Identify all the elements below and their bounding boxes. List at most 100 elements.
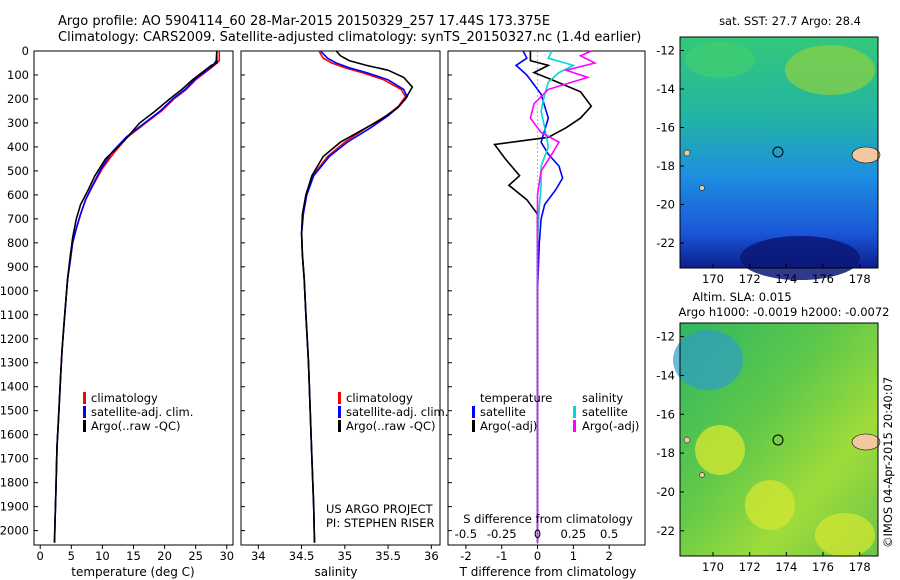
depth-tick-label: 200 — [7, 92, 29, 106]
x-tick-label: -1 — [496, 549, 507, 563]
lat-tick-label: -18 — [656, 159, 675, 173]
depth-tick-label: 1600 — [0, 428, 29, 442]
lat-tick-label: -16 — [656, 120, 675, 134]
depth-tick-label: 2000 — [0, 524, 29, 538]
sla-map-title-line-2: Argo h1000: -0.0019 h2000: -0.0072 — [679, 305, 890, 319]
x-tick-label: 1 — [570, 549, 577, 563]
island — [851, 146, 881, 164]
legend-label-climatology: climatology — [346, 391, 413, 405]
depth-tick-label: 1000 — [0, 284, 29, 298]
x-tick-label: 20 — [157, 549, 172, 563]
legend-label-t-argo: Argo(-adj) — [480, 419, 537, 433]
lon-tick-label: 170 — [702, 560, 724, 574]
argo-location-marker — [772, 434, 784, 446]
x-tick-label: 36 — [424, 549, 439, 563]
legend-swatch-satellite — [338, 406, 341, 418]
legend-label-s-satellite: satellite — [582, 405, 628, 419]
depth-tick-label: 1800 — [0, 476, 29, 490]
sst-map-axes: 170 172 174 176 178 -12 -14 -16 -18 -20 -22 — [656, 43, 870, 286]
x-tick-label: 34.5 — [289, 549, 315, 563]
difference-s-axis: -0.5 -0.25 0 0.25 0.5 — [455, 527, 619, 541]
series-line — [300, 50, 414, 543]
depth-tick-label: 500 — [7, 164, 29, 178]
sst-map-title: sat. SST: 27.7 Argo: 28.4 — [719, 14, 861, 28]
lat-tick-label: -14 — [656, 82, 675, 96]
project-annotation-line-1: US ARGO PROJECT — [326, 502, 434, 516]
x-tick-label: 30 — [219, 549, 234, 563]
argo-location-marker — [772, 146, 784, 158]
series-line — [529, 50, 598, 543]
s-tick-label: -0.5 — [455, 527, 477, 541]
sla-high-patch — [695, 425, 745, 475]
x-tick-label: 0 — [37, 549, 44, 563]
temperature-xlabel: temperature (deg C) — [71, 565, 194, 579]
depth-tick-label: 1100 — [0, 308, 29, 322]
lon-tick-label: 174 — [775, 560, 797, 574]
depth-tick-label: 100 — [7, 68, 29, 82]
lat-tick-label: -20 — [656, 485, 675, 499]
lon-tick-label: 170 — [702, 272, 724, 286]
temperature-series — [53, 50, 221, 543]
lon-tick-label: 174 — [775, 272, 797, 286]
sst-warm-patch — [685, 42, 755, 78]
island — [683, 436, 691, 444]
temperature-panel-frame — [33, 50, 234, 546]
legend-label-satellite: satellite-adj. clim. — [346, 405, 448, 419]
lon-tick-label: 176 — [812, 272, 834, 286]
difference-top-xlabel: S difference from climatology — [463, 512, 633, 526]
s-tick-label: 0 — [534, 527, 541, 541]
sst-map-frame — [679, 36, 879, 269]
difference-series — [493, 50, 598, 545]
sla-map — [673, 322, 881, 557]
depth-tick-label: 900 — [7, 260, 29, 274]
header-line-1: Argo profile: AO 5904114_60 28-Mar-2015 … — [58, 14, 551, 29]
depth-axis: 0 100 200 300 400 500 600 700 800 900 1000 1100 1200… — [0, 44, 452, 538]
lat-tick-label: -22 — [656, 236, 675, 250]
lon-tick-label: 178 — [849, 272, 871, 286]
lat-tick-label: -12 — [656, 330, 675, 344]
depth-tick-label: 1400 — [0, 380, 29, 394]
sla-low-patch — [673, 330, 743, 390]
lon-tick-label: 172 — [739, 272, 761, 286]
legend-title-temperature: temperature — [480, 391, 552, 405]
sla-high-patch — [745, 480, 795, 530]
depth-tick-label: 700 — [7, 212, 29, 226]
depth-tick-label: 1200 — [0, 332, 29, 346]
sla-map-axes: 170 172 174 176 178 -12 -14 -16 -18 -20 -22 — [656, 330, 870, 574]
depth-tick-label: 1300 — [0, 356, 29, 370]
island — [851, 433, 881, 451]
s-tick-label: 0.25 — [561, 527, 587, 541]
legend-swatch-s-satellite — [573, 406, 576, 418]
sla-map-title-line-1: Altim. SLA: 0.015 — [692, 290, 791, 304]
lat-tick-label: -16 — [656, 407, 675, 421]
legend-title-salinity: salinity — [582, 391, 623, 405]
x-tick-label: 2 — [606, 549, 613, 563]
legend-label-argo: Argo(..raw -QC) — [91, 419, 181, 433]
depth-tick-label: 600 — [7, 188, 29, 202]
legend-swatch-t-satellite — [472, 406, 475, 418]
sst-map — [679, 36, 881, 280]
difference-legend: temperature salinity satellite Argo(-adj… — [472, 391, 639, 433]
lon-tick-label: 176 — [812, 560, 834, 574]
x-tick-label: 15 — [126, 549, 141, 563]
lat-tick-label: -22 — [656, 524, 675, 538]
legend-label-argo: Argo(..raw -QC) — [346, 419, 436, 433]
x-tick-label: 35.5 — [375, 549, 401, 563]
depth-tick-label: 400 — [7, 140, 29, 154]
legend-label-t-satellite: satellite — [480, 405, 526, 419]
depth-tick-label: 0 — [22, 44, 29, 58]
series-line — [53, 51, 218, 543]
island — [699, 185, 705, 191]
x-tick-label: -2 — [460, 549, 471, 563]
lat-tick-label: -20 — [656, 197, 675, 211]
lon-tick-label: 178 — [849, 560, 871, 574]
sst-warm-patch — [785, 45, 875, 95]
side-label: ©IMOS 04-Apr-2015 20:40:07 — [881, 377, 895, 548]
island — [683, 149, 691, 157]
legend-swatch-argo — [338, 420, 341, 432]
salinity-series — [300, 50, 414, 543]
lat-tick-label: -18 — [656, 446, 675, 460]
legend-swatch-satellite — [83, 406, 86, 418]
sst-cool-patch — [740, 236, 860, 280]
